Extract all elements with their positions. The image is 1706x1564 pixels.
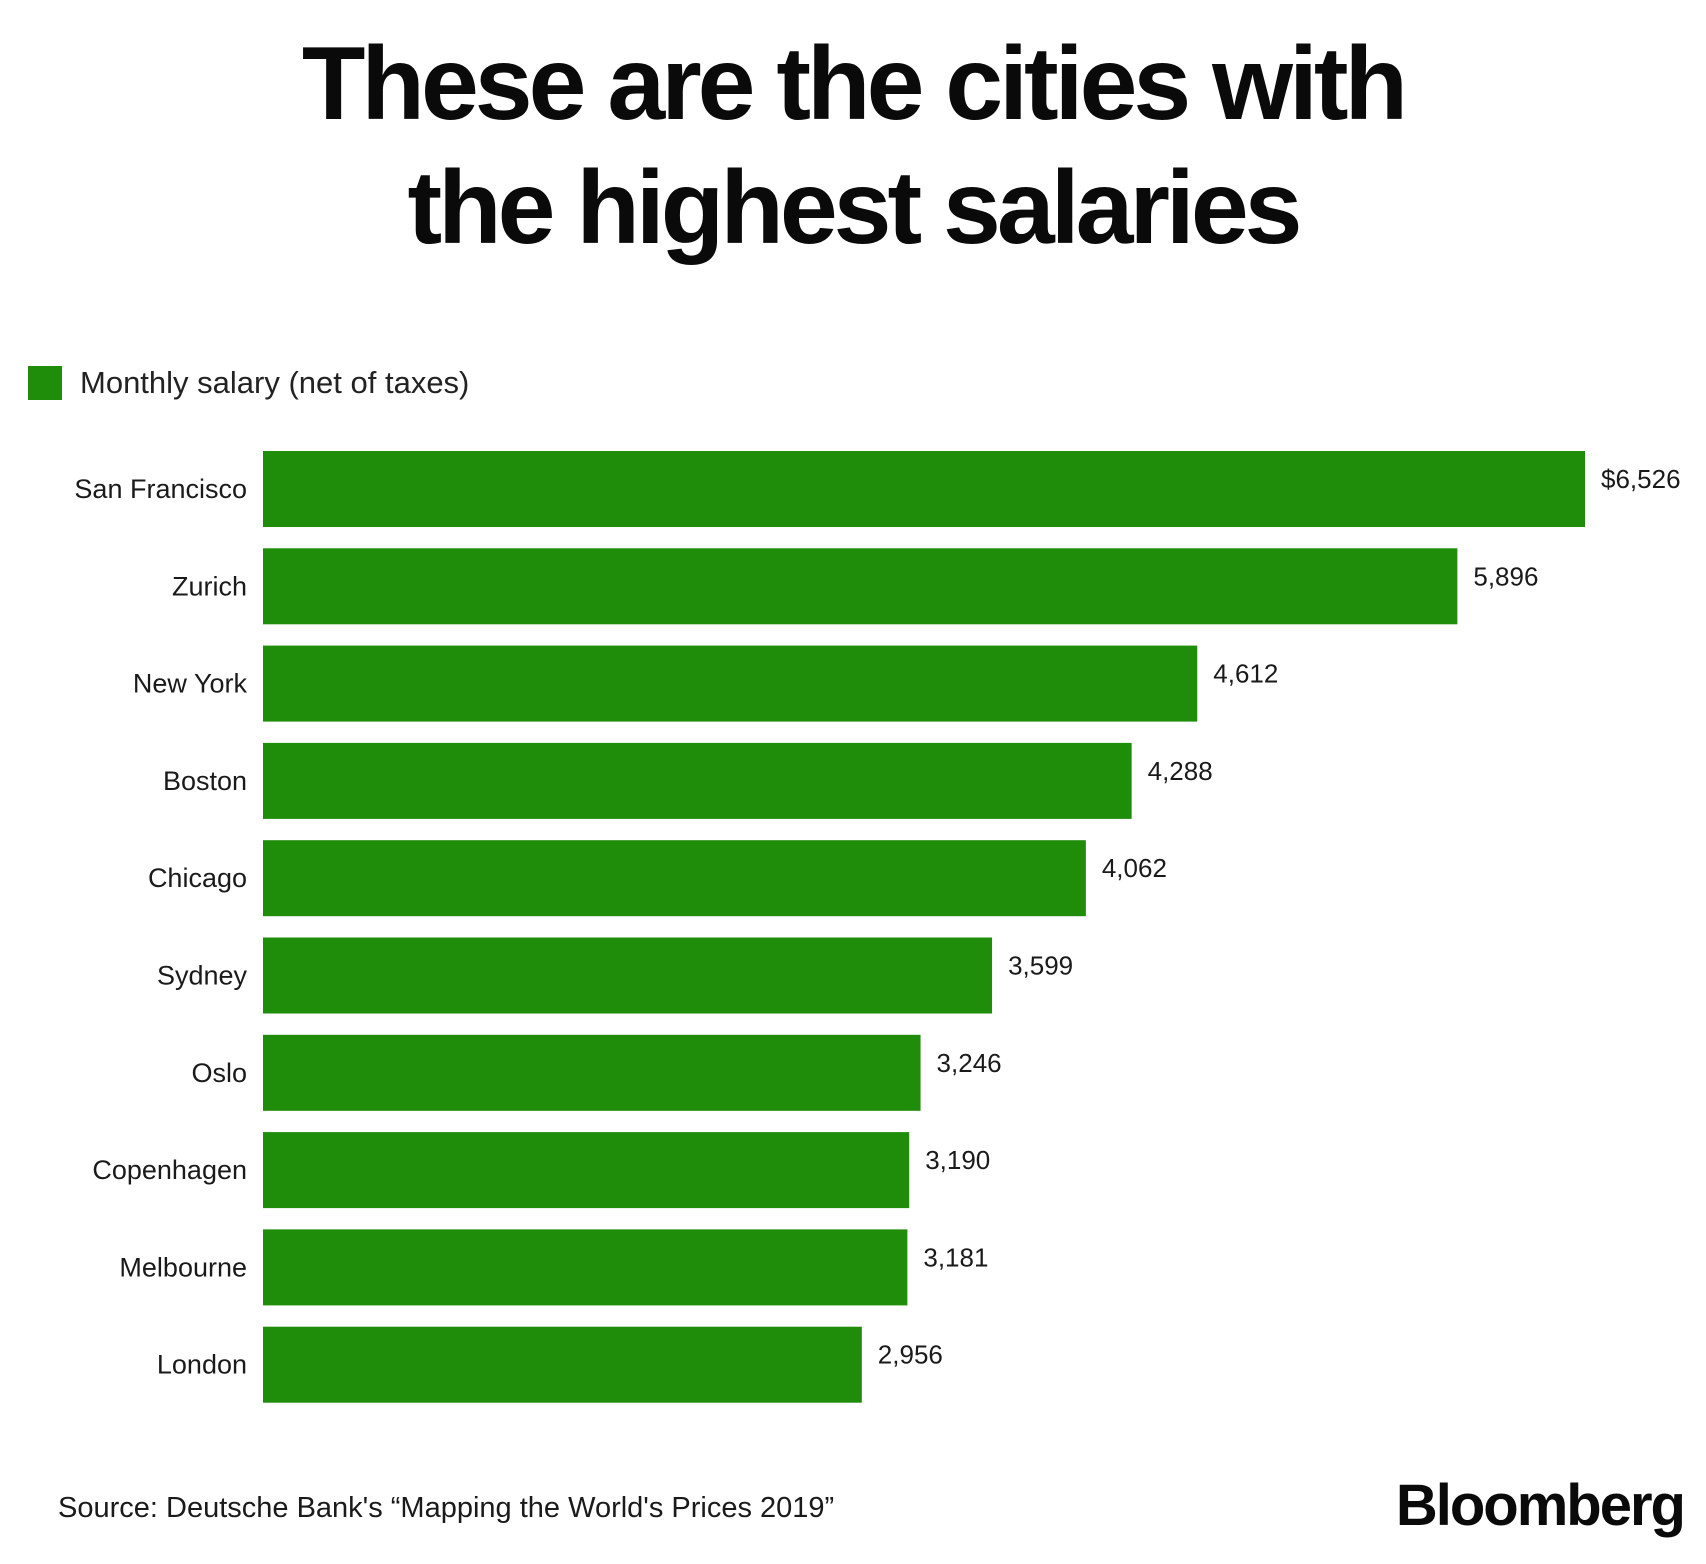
category-label: Sydney — [157, 961, 248, 991]
value-label: 4,062 — [1102, 853, 1167, 883]
category-label: London — [157, 1350, 247, 1380]
category-label: Boston — [163, 766, 247, 796]
chart-title: These are the cities with the highest sa… — [0, 22, 1706, 270]
value-label: 4,288 — [1148, 756, 1213, 786]
bar-copenhagen — [263, 1132, 910, 1209]
bar-boston — [263, 742, 1132, 819]
brand-logo: Bloomberg — [1395, 1473, 1686, 1538]
bar-london — [263, 1326, 862, 1403]
value-label: 3,599 — [1008, 951, 1073, 981]
value-label: $6,526 — [1601, 464, 1681, 494]
category-label: Chicago — [148, 863, 247, 893]
source-note: Source: Deutsche Bank's “Mapping the Wor… — [58, 1492, 835, 1524]
category-label: New York — [133, 669, 248, 699]
value-label: 5,896 — [1473, 561, 1538, 591]
value-label: 3,190 — [925, 1145, 990, 1175]
bar-chicago — [263, 840, 1086, 917]
bar-sydney — [263, 937, 993, 1014]
legend-swatch — [28, 366, 62, 400]
value-label: 4,612 — [1213, 659, 1278, 689]
category-label: Copenhagen — [92, 1155, 247, 1185]
bar-new-york — [263, 645, 1198, 722]
bar-zurich — [263, 548, 1458, 625]
chart-title-line-2: the highest salaries — [407, 150, 1302, 266]
bar-san-francisco — [263, 451, 1585, 527]
category-label: San Francisco — [74, 474, 247, 504]
value-label: 3,181 — [923, 1242, 988, 1272]
category-label: Zurich — [172, 571, 247, 601]
category-label: Melbourne — [119, 1252, 247, 1282]
value-label: 2,956 — [878, 1340, 943, 1370]
bar-oslo — [263, 1034, 921, 1111]
bar-melbourne — [263, 1229, 908, 1306]
legend: Monthly salary (net of taxes) — [28, 365, 469, 401]
value-label: 3,246 — [937, 1048, 1002, 1078]
category-label: Oslo — [191, 1058, 247, 1088]
chart-title-line-1: These are the cities with — [301, 26, 1408, 142]
legend-label: Monthly salary (net of taxes) — [80, 365, 470, 400]
